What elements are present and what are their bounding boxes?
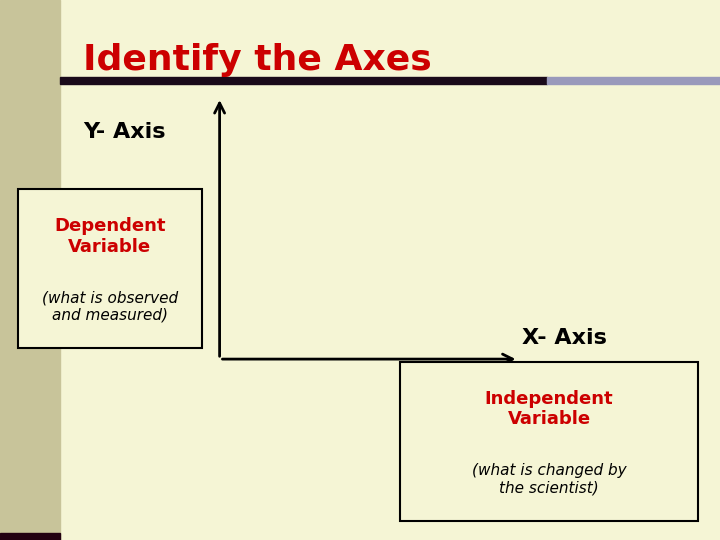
Text: Y- Axis: Y- Axis — [83, 122, 166, 141]
Text: X- Axis: X- Axis — [522, 327, 607, 348]
Text: Independent
Variable: Independent Variable — [485, 390, 613, 428]
Bar — [0, 0, 60, 540]
Bar — [547, 77, 720, 84]
Text: (what is changed by
the scientist): (what is changed by the scientist) — [472, 463, 626, 496]
FancyBboxPatch shape — [18, 189, 202, 348]
Bar — [0, 533, 60, 540]
Bar — [60, 77, 547, 84]
FancyBboxPatch shape — [400, 362, 698, 521]
Text: Dependent
Variable: Dependent Variable — [54, 217, 166, 255]
Text: Identify the Axes: Identify the Axes — [83, 43, 431, 77]
Text: (what is observed
and measured): (what is observed and measured) — [42, 291, 178, 323]
